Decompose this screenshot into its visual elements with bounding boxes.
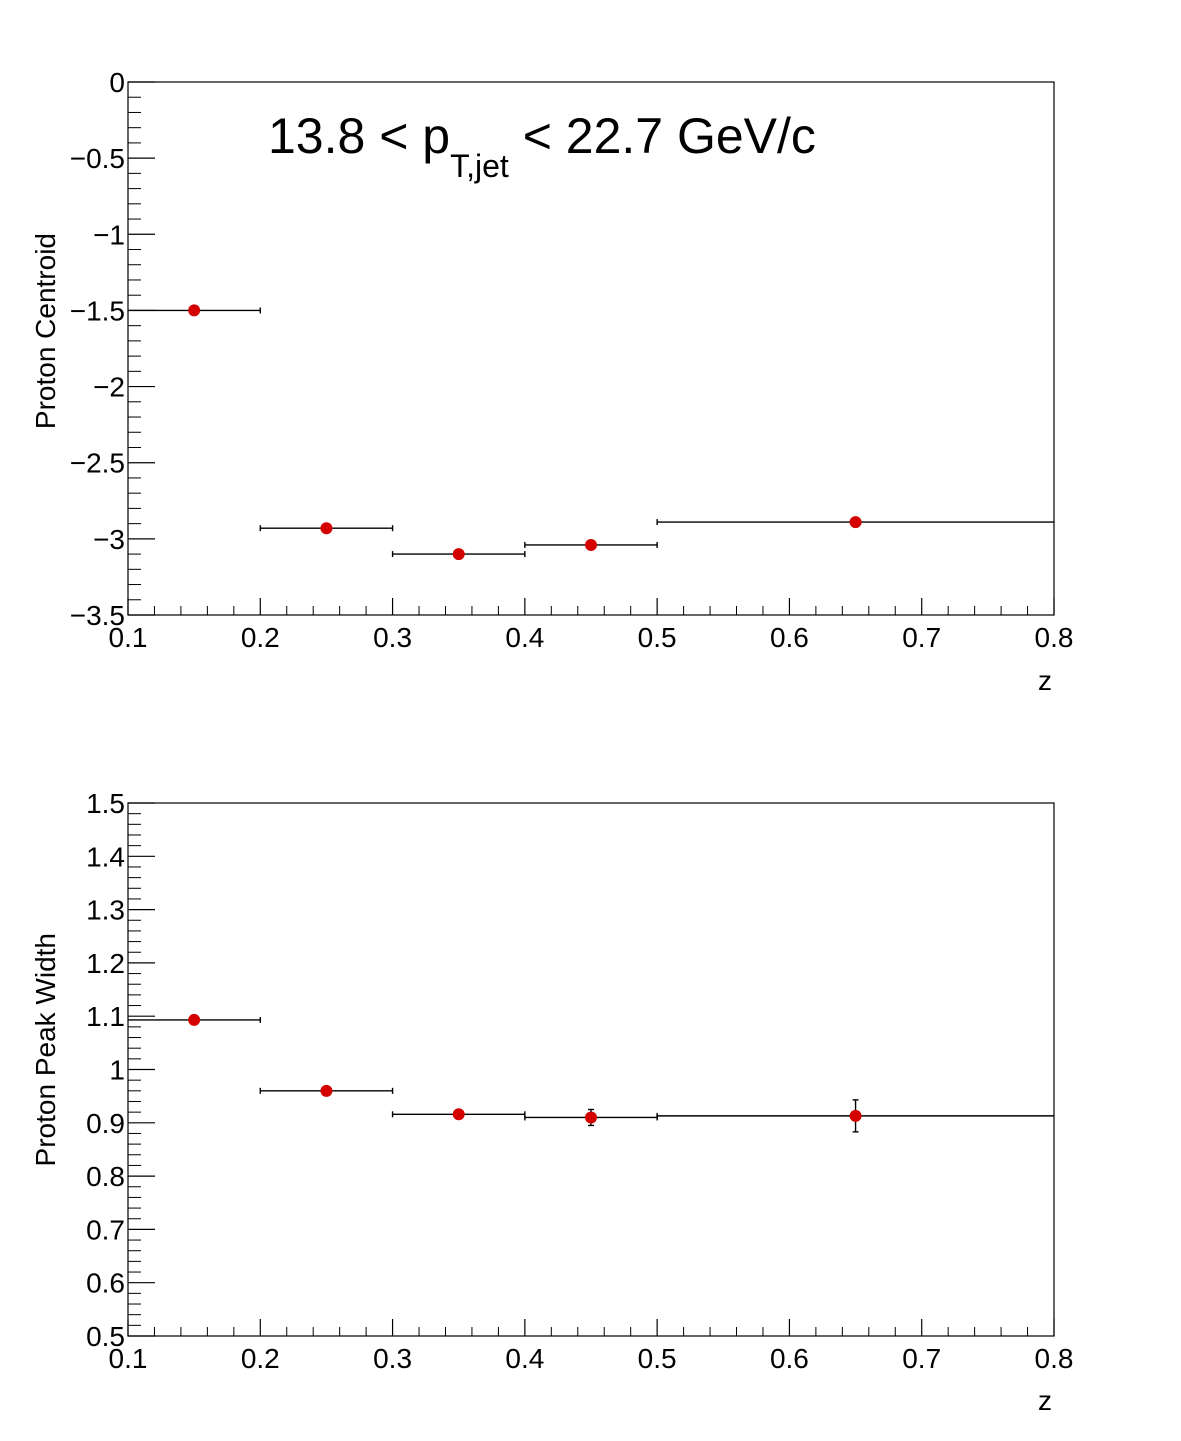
centroid-y-tick-label: −3.5 <box>70 600 125 631</box>
centroid-x-ticks: 0.1 0.2 0.3 0.4 0.5 0.6 0.7 0.8 <box>109 598 1074 653</box>
peak-width-y-tick-label: 0.9 <box>86 1108 125 1139</box>
peak-width-marker <box>452 1108 465 1121</box>
centroid-panel: 0.1 0.2 0.3 0.4 0.5 0.6 0.7 0.8 0 −0.5 −1 −1.5 −2 −2… <box>30 67 1073 696</box>
peak-width-x-tick-label: 0.2 <box>241 1343 280 1374</box>
centroid-x-tick-label: 0.7 <box>902 622 941 653</box>
centroid-plot-frame <box>127 81 1055 616</box>
peak-width-x-tick-label: 0.6 <box>770 1343 809 1374</box>
peak-width-y-tick-label: 0.7 <box>86 1214 125 1245</box>
annotation-rest: < 22.7 GeV/c <box>509 108 816 164</box>
centroid-marker <box>320 522 333 535</box>
peak-width-x-tick-label: 0.3 <box>373 1343 412 1374</box>
centroid-marker <box>452 548 465 561</box>
peak-width-marker <box>320 1084 333 1097</box>
peak-width-data-point <box>391 1108 526 1121</box>
peak-width-x-tick-label: 0.5 <box>638 1343 677 1374</box>
centroid-y-tick-label: −3 <box>93 524 125 555</box>
centroid-data-point <box>656 516 1054 529</box>
centroid-y-tick-label: −1 <box>93 219 125 250</box>
centroid-x-tick-label: 0.6 <box>770 622 809 653</box>
peak-width-y-tick-label: 0.5 <box>86 1321 125 1352</box>
peak-width-x-tick-label: 0.4 <box>505 1343 544 1374</box>
centroid-x-tick-label: 0.2 <box>241 622 280 653</box>
centroid-data-points <box>128 304 1054 561</box>
centroid-x-tick-label: 0.5 <box>638 622 677 653</box>
centroid-y-tick-label: −2.5 <box>70 448 125 479</box>
peak-width-data-point <box>656 1099 1054 1133</box>
peak-width-x-tick-label: 0.8 <box>1035 1343 1074 1374</box>
peak-width-data-point <box>128 1013 261 1026</box>
annotation-main: 13.8 < p <box>268 108 450 164</box>
peak-width-x-ticks: 0.1 0.2 0.3 0.4 0.5 0.6 0.7 0.8 <box>109 1319 1074 1374</box>
centroid-marker <box>585 538 597 551</box>
peak-width-data-point <box>524 1108 658 1127</box>
centroid-y-tick-label: 0 <box>109 67 125 98</box>
peak-width-y-tick-label: 1.4 <box>86 841 125 872</box>
annotation-subscript: T,jet <box>450 148 509 184</box>
peak-width-x-axis-label: z <box>1038 1385 1052 1416</box>
jet-pt-range-annotation: 13.8 < pT,jet < 22.7 GeV/c <box>268 108 816 184</box>
peak-width-y-tick-label: 0.8 <box>86 1161 125 1192</box>
centroid-y-tick-label: −1.5 <box>70 295 125 326</box>
peak-width-x-tick-label: 0.1 <box>109 1343 148 1374</box>
peak-width-data-point <box>259 1084 394 1097</box>
centroid-data-point <box>259 522 394 535</box>
centroid-x-tick-label: 0.1 <box>109 622 148 653</box>
centroid-x-tick-label: 0.4 <box>505 622 544 653</box>
centroid-x-tick-label: 0.8 <box>1035 622 1074 653</box>
peak-width-panel: 0.1 0.2 0.3 0.4 0.5 0.6 0.7 0.8 0.5 0.6 0.7 0.8 0.9… <box>30 788 1073 1416</box>
peak-width-marker <box>585 1111 597 1124</box>
centroid-data-point <box>524 538 658 551</box>
peak-width-y-tick-label: 1.1 <box>86 1001 125 1032</box>
centroid-data-point <box>391 548 526 561</box>
centroid-y-axis-label: Proton Centroid <box>30 233 61 429</box>
centroid-y-tick-label: −2 <box>93 372 125 403</box>
peak-width-y-tick-label: 1 <box>109 1055 125 1086</box>
centroid-marker <box>188 304 201 317</box>
peak-width-y-tick-label: 0.6 <box>86 1268 125 1299</box>
peak-width-marker <box>849 1109 862 1122</box>
peak-width-y-tick-label: 1.3 <box>86 895 125 926</box>
peak-width-y-ticks: 0.5 0.6 0.7 0.8 0.9 1 1.1 1.2 1.3 1.4 1.5 <box>86 788 155 1352</box>
centroid-x-axis-label: z <box>1038 665 1052 696</box>
peak-width-y-tick-label: 1.5 <box>86 788 125 819</box>
peak-width-data-points <box>128 1013 1054 1133</box>
centroid-data-point <box>128 304 261 317</box>
centroid-x-tick-label: 0.3 <box>373 622 412 653</box>
peak-width-y-tick-label: 1.2 <box>86 948 125 979</box>
centroid-y-ticks: 0 −0.5 −1 −1.5 −2 −2.5 −3 −3.5 <box>70 67 155 631</box>
peak-width-y-axis-label: Proton Peak Width <box>30 933 61 1166</box>
peak-width-x-tick-label: 0.7 <box>902 1343 941 1374</box>
centroid-y-tick-label: −0.5 <box>70 143 125 174</box>
centroid-marker <box>849 516 862 529</box>
peak-width-marker <box>188 1013 201 1026</box>
